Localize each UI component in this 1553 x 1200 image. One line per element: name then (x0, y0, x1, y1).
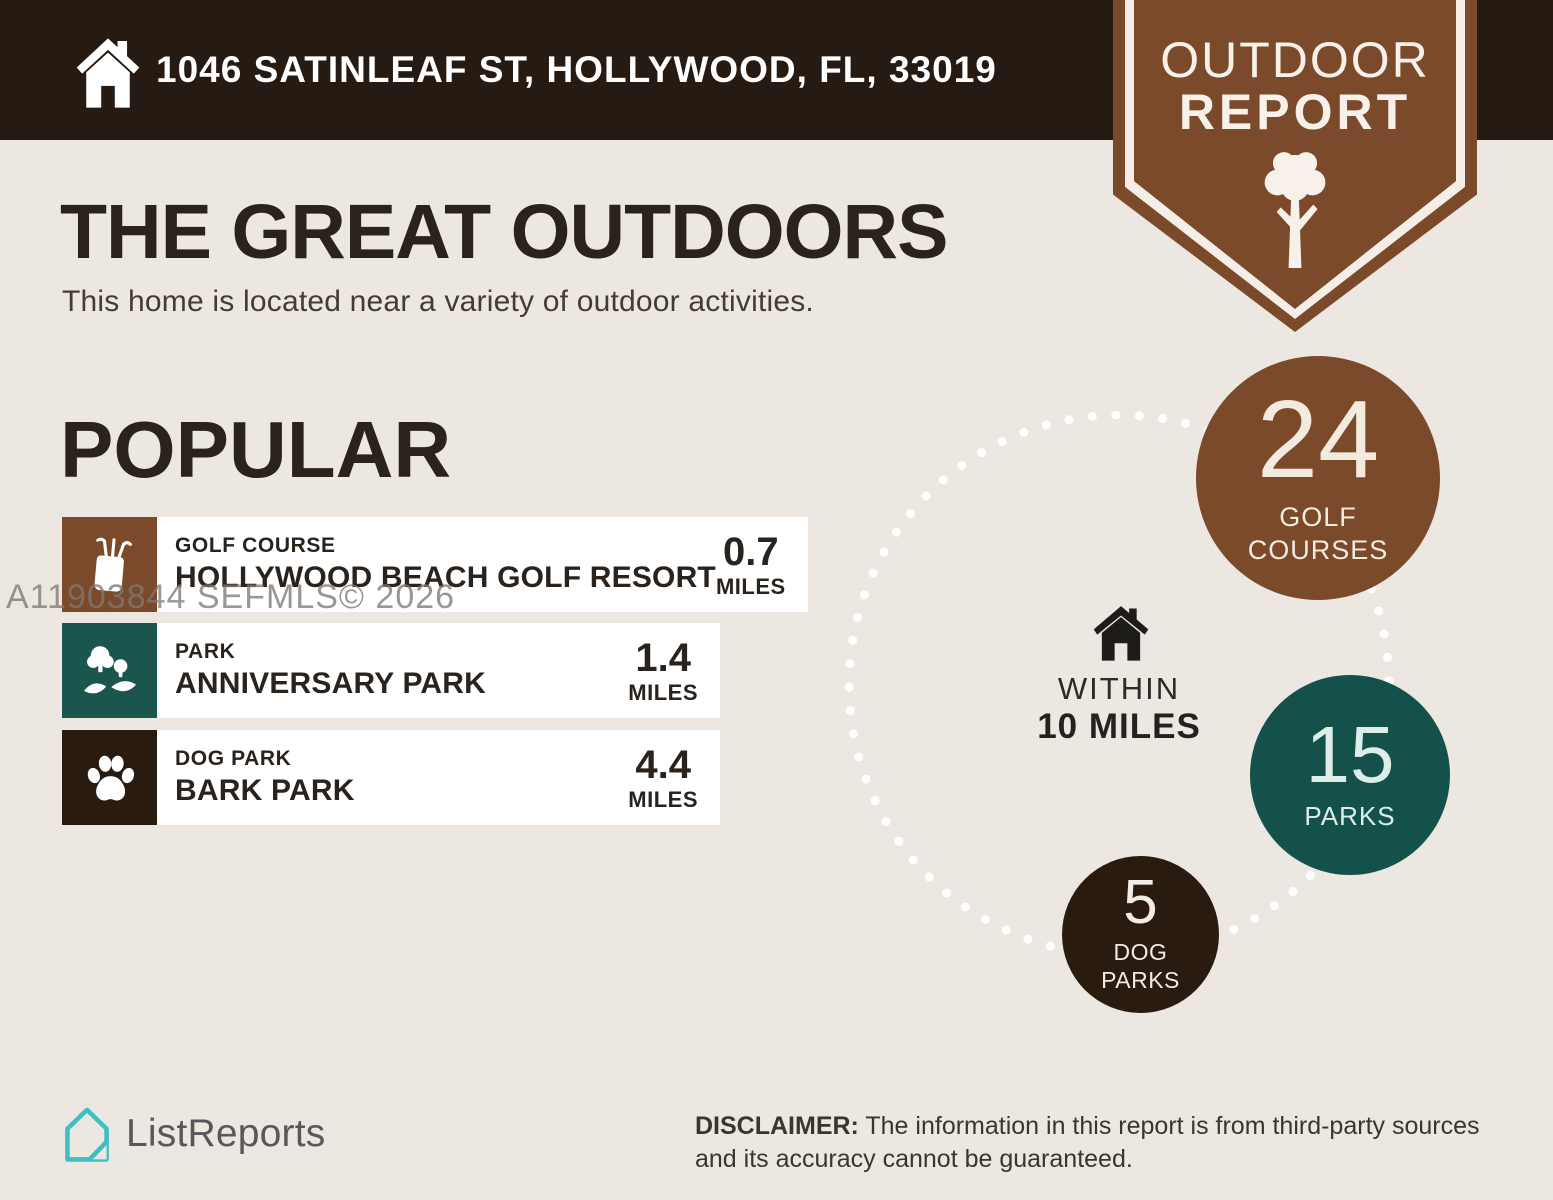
page-subtitle: This home is located near a variety of o… (62, 285, 814, 318)
stat-label-line1: PARKS (1304, 801, 1396, 832)
poi-name: BARK PARK (175, 774, 355, 807)
list-item-body: PARK ANNIVERSARY PARK 1.4 MILES (157, 623, 720, 718)
list-item-dog-park: DOG PARK BARK PARK 4.4 MILES (62, 730, 720, 825)
stat-label: DOG PARKS (1101, 939, 1180, 994)
stat-bubble-parks: 15 PARKS (1250, 675, 1450, 875)
list-item-body: DOG PARK BARK PARK 4.4 MILES (157, 730, 720, 825)
stat-label: PARKS (1304, 801, 1395, 832)
page-title: THE GREAT OUTDOORS (60, 189, 948, 275)
distance-value: 4.4 (635, 742, 691, 787)
home-icon (76, 38, 140, 108)
poi-distance: 1.4 MILES (628, 638, 698, 704)
stat-label-line2: PARKS (1101, 966, 1180, 993)
golf-bag-icon (62, 517, 157, 612)
stat-bubble-golf-courses: 24 GOLF COURSES (1196, 356, 1440, 600)
disclaimer-body: The information in this report is from t… (695, 1112, 1480, 1173)
ribbon-title-line1: OUTDOOR (1160, 32, 1430, 88)
stat-label-line1: DOG (1113, 939, 1168, 966)
property-address: 1046 SATINLEAF ST, HOLLYWOOD, FL, 33019 (156, 49, 997, 90)
ribbon-title-line2: REPORT (1178, 84, 1412, 140)
tree-icon (1264, 152, 1326, 269)
popular-section-title: POPULAR (60, 405, 452, 494)
disclaimer-label: DISCLAIMER: (695, 1112, 859, 1140)
poi-name: HOLLYWOOD BEACH GOLF RESORT (175, 561, 716, 594)
park-trees-icon (62, 623, 157, 718)
distance-unit: MILES (628, 679, 698, 705)
list-item-golf-course: GOLF COURSE HOLLYWOOD BEACH GOLF RESORT … (62, 517, 808, 612)
poi-name: ANNIVERSARY PARK (175, 667, 487, 700)
stat-value: 24 (1256, 378, 1380, 502)
house-icon (1093, 606, 1149, 661)
distance-unit: MILES (628, 786, 698, 812)
poi-category: PARK (175, 640, 236, 663)
poi-distance: 4.4 MILES (628, 745, 698, 811)
listreports-logo: ListReports (62, 1104, 325, 1164)
distance-unit: MILES (715, 573, 786, 599)
list-item-park: PARK ANNIVERSARY PARK 1.4 MILES (62, 623, 720, 718)
stat-label-line2: COURSES (1247, 534, 1389, 565)
stat-value: 15 (1305, 710, 1395, 800)
brand-name: ListReports (126, 1112, 326, 1155)
stat-label: GOLF COURSES (1248, 501, 1389, 567)
listreports-house-icon (65, 1107, 109, 1162)
radius-label-line1: WITHIN (1057, 671, 1181, 706)
stat-bubble-dog-parks: 5 DOG PARKS (1062, 856, 1219, 1013)
stat-value: 5 (1123, 868, 1158, 938)
radius-label-line2: 10 MILES (1037, 707, 1201, 746)
stat-label-line1: GOLF (1279, 501, 1357, 532)
outdoor-report-ribbon: OUTDOOR REPORT (1113, 0, 1477, 332)
poi-category: DOG PARK (175, 747, 292, 770)
disclaimer-text: DISCLAIMER: The information in this repo… (695, 1110, 1505, 1175)
mls-watermark: A11903844 SEFMLS© 2026 (6, 578, 456, 616)
poi-category: GOLF COURSE (175, 534, 336, 557)
ribbon-inner: OUTDOOR REPORT (1134, 0, 1456, 309)
paw-icon (62, 730, 157, 825)
list-item-body: GOLF COURSE HOLLYWOOD BEACH GOLF RESORT … (157, 517, 808, 612)
distance-value: 0.7 (723, 529, 779, 574)
poi-distance: 0.7 MILES (716, 532, 786, 598)
distance-value: 1.4 (635, 635, 691, 680)
